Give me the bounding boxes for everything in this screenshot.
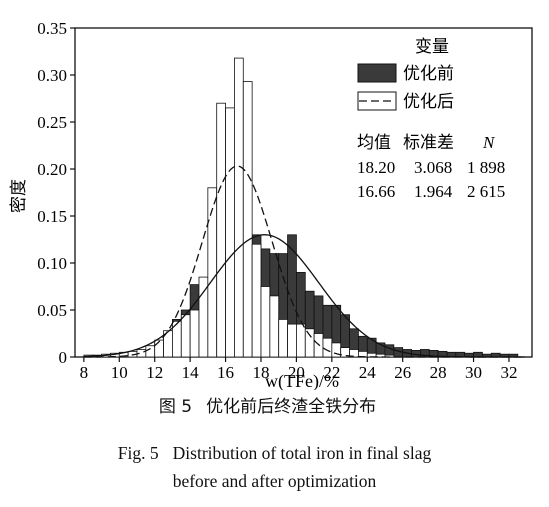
after-bar bbox=[304, 328, 315, 358]
x-tick-label: 12 bbox=[146, 363, 163, 382]
density-curve-after bbox=[83, 165, 525, 358]
legend: 变量 优化前 优化后 bbox=[357, 37, 454, 112]
legend-title: 变量 bbox=[415, 37, 449, 57]
after-bar bbox=[251, 243, 262, 358]
after-bar bbox=[287, 323, 297, 358]
after-bar bbox=[242, 81, 253, 358]
stats-header-mean: 均值 bbox=[357, 133, 391, 153]
histogram-chart: 8 10 12 14 16 18 20 22 24 26 28 30 32 0 0.05 0.10 0.15 0.… bbox=[9, 19, 533, 390]
y-tick-label: 0.15 bbox=[37, 207, 67, 226]
x-tick-label: 26 bbox=[394, 363, 411, 382]
x-tick-label: 28 bbox=[430, 363, 447, 382]
x-tick-label: 14 bbox=[182, 363, 200, 382]
after-bar bbox=[180, 314, 191, 358]
x-tick-label: 22 bbox=[323, 363, 340, 382]
figure-caption-chinese: 图 5 优化前后终渣全铁分布 bbox=[0, 392, 549, 417]
x-tick-label: 8 bbox=[80, 363, 89, 382]
caption-cn-label: 图 5 bbox=[158, 397, 193, 417]
after-bar bbox=[296, 323, 306, 358]
y-tick-label: 0.20 bbox=[37, 160, 67, 179]
stats-row2-mean: 16.66 bbox=[357, 182, 395, 201]
legend-label-before: 优化前 bbox=[403, 64, 454, 84]
caption-en-label: Fig. 5 bbox=[117, 443, 159, 463]
x-tick-label: 32 bbox=[500, 363, 517, 382]
after-bar bbox=[189, 309, 200, 358]
after-bar bbox=[154, 339, 164, 358]
stats-row1-std: 3.068 bbox=[414, 158, 452, 177]
after-bar bbox=[198, 276, 209, 358]
x-tick-label: 24 bbox=[359, 363, 377, 382]
legend-label-after: 优化后 bbox=[403, 92, 454, 112]
legend-swatch-before bbox=[357, 63, 397, 83]
caption-cn-text: 优化前后终渣全铁分布 bbox=[206, 397, 377, 417]
x-axis-label: w(TFe)/% bbox=[265, 371, 339, 390]
after-bar bbox=[322, 337, 333, 358]
caption-en-line1: Distribution of total iron in final slag bbox=[172, 443, 432, 463]
density-curve-before bbox=[83, 234, 525, 358]
y-axis-label: 密度 bbox=[9, 179, 29, 213]
x-tick-label: 30 bbox=[465, 363, 482, 382]
stats-header-n: N bbox=[482, 133, 496, 152]
stats-row1-mean: 18.20 bbox=[357, 158, 395, 177]
x-tick-label: 18 bbox=[252, 363, 269, 382]
after-bar bbox=[278, 318, 288, 358]
bars-after-optimization bbox=[83, 57, 395, 358]
x-tick-label: 10 bbox=[111, 363, 128, 382]
after-bar bbox=[207, 187, 218, 358]
after-bar bbox=[216, 102, 226, 358]
y-tick-label: 0.05 bbox=[37, 301, 67, 320]
stats-table: 均值 标准差 N 18.20 3.068 1 898 16.66 1.964 2… bbox=[357, 133, 505, 201]
x-tick-label: 20 bbox=[288, 363, 305, 382]
y-tick-label: 0.10 bbox=[37, 254, 67, 273]
axes: 8 10 12 14 16 18 20 22 24 26 28 30 32 0 0.05 0.10 0.15 0.… bbox=[37, 19, 517, 382]
y-tick-label: 0.30 bbox=[37, 66, 67, 85]
figure-caption-english-line1: Fig. 5 Distribution of total iron in fina… bbox=[0, 443, 549, 464]
density-curves bbox=[83, 165, 525, 358]
after-bar bbox=[269, 295, 280, 358]
x-tick-label: 16 bbox=[217, 363, 234, 382]
stats-row1-n: 1 898 bbox=[467, 158, 505, 177]
after-bar bbox=[234, 57, 244, 358]
after-bar bbox=[225, 107, 235, 358]
stats-row2-std: 1.964 bbox=[414, 182, 453, 201]
stats-row2-n: 2 615 bbox=[467, 182, 505, 201]
y-tick-label: 0.25 bbox=[37, 113, 67, 132]
after-bar bbox=[260, 286, 271, 358]
after-bar bbox=[145, 345, 156, 358]
figure-caption-english-line2: before and after optimization bbox=[172, 471, 377, 491]
stats-header-std: 标准差 bbox=[403, 133, 454, 153]
y-tick-label: 0 bbox=[59, 348, 68, 367]
y-tick-label: 0.35 bbox=[37, 19, 67, 38]
